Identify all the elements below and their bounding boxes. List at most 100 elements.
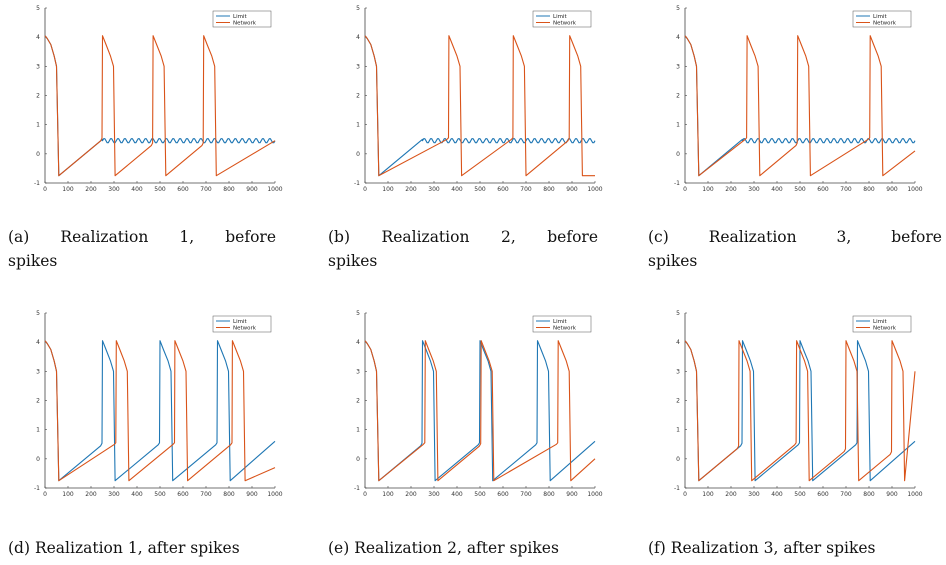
x-tick-label: 300 — [748, 491, 760, 498]
legend-label: Limit — [873, 14, 887, 20]
x-tick-label: 200 — [725, 491, 737, 498]
series-line-limit — [684, 35, 916, 177]
x-tick-label: 0 — [43, 186, 47, 193]
x-tick-label: 1000 — [267, 186, 282, 193]
caption-line2: spikes — [8, 252, 58, 270]
x-tick-label: 600 — [177, 491, 189, 498]
y-tick-label: 5 — [36, 310, 40, 317]
y-tick-label: 3 — [676, 368, 680, 375]
caption-word: Realization — [670, 539, 759, 557]
x-tick-label: 300 — [428, 491, 440, 498]
figure-panel-b: 0 100 200 300 400 500 600 700 800 900 1000 -1 0 1 2 3 4 5… — [320, 0, 620, 275]
y-tick-label: -1 — [34, 485, 40, 492]
y-tick-label: 3 — [676, 63, 680, 70]
x-tick-label: 300 — [748, 186, 760, 193]
y-tick-label: 4 — [676, 34, 680, 41]
caption-word: spikes — [826, 539, 876, 557]
caption-word: Realization — [60, 228, 149, 246]
legend-label: Limit — [233, 14, 247, 20]
x-tick-label: 100 — [382, 186, 394, 193]
x-tick-label: 900 — [886, 491, 898, 498]
x-tick-label: 100 — [702, 186, 714, 193]
y-tick-label: 5 — [36, 5, 40, 12]
x-tick-label: 900 — [246, 491, 258, 498]
y-tick-label: 2 — [356, 398, 360, 405]
legend-label: Limit — [873, 319, 887, 325]
y-tick-label: 1 — [36, 122, 40, 129]
x-tick-label: 1000 — [907, 491, 922, 498]
x-tick-label: 600 — [497, 186, 509, 193]
x-tick-label: 300 — [428, 186, 440, 193]
chart-a: 0 100 200 300 400 500 600 700 800 900 1000-1012345… — [34, 5, 283, 193]
x-tick-label: 200 — [725, 186, 737, 193]
x-tick-label: 1000 — [587, 491, 602, 498]
series-line-network — [44, 340, 276, 482]
x-tick-label: 600 — [497, 491, 509, 498]
x-tick-label: 1000 — [267, 491, 282, 498]
x-tick-label: 300 — [108, 186, 120, 193]
caption-line2: spikes — [328, 252, 378, 270]
x-tick-label: 600 — [817, 186, 829, 193]
x-tick-label: 0 — [683, 186, 687, 193]
x-tick-label: 0 — [363, 186, 367, 193]
x-tick-label: 100 — [62, 186, 74, 193]
figure-panel-d: 0 100 200 300 400 500 600 700 800 900 1000 -1 0 1 2 3 4 5… — [0, 305, 310, 565]
y-tick-label: 3 — [356, 63, 360, 70]
x-tick-label: 400 — [771, 491, 783, 498]
caption-label: (c) — [648, 228, 669, 246]
caption-word: Realization — [381, 228, 470, 246]
y-tick-label: 1 — [676, 122, 680, 129]
y-tick-label: 3 — [36, 368, 40, 375]
y-tick-label: 0 — [676, 151, 680, 158]
series-line-network — [684, 35, 916, 177]
y-tick-label: 4 — [356, 339, 360, 346]
y-tick-label: 4 — [676, 339, 680, 346]
x-tick-label: 700 — [840, 186, 852, 193]
chart-c: 0 100 200 300 400 500 600 700 800 900 1000-1012345… — [674, 5, 923, 193]
x-tick-label: 200 — [85, 186, 97, 193]
legend-label: Network — [873, 326, 897, 332]
x-tick-label: 900 — [566, 186, 578, 193]
legend-label: Network — [553, 326, 577, 332]
y-tick-label: -1 — [354, 180, 360, 187]
y-tick-label: -1 — [674, 180, 680, 187]
figure-panel-a: 0 100 200 300 400 500 600 700 800 900 1000 -1 0 1 2 3 4 5… — [0, 0, 300, 275]
legend-label: Limit — [233, 319, 247, 325]
y-tick-label: 0 — [356, 456, 360, 463]
chart-f: 0 100 200 300 400 500 600 700 800 900 1000-1012345… — [674, 310, 923, 498]
x-tick-label: 500 — [154, 491, 166, 498]
x-tick-label: 900 — [886, 186, 898, 193]
caption-word: 2, — [447, 539, 462, 557]
y-tick-label: 4 — [356, 34, 360, 41]
x-tick-label: 200 — [405, 186, 417, 193]
y-tick-label: 4 — [36, 339, 40, 346]
x-tick-label: 0 — [683, 491, 687, 498]
series-line-network — [364, 340, 596, 482]
caption-c: (c) Realization 3, before spikes — [648, 225, 942, 273]
x-tick-label: 100 — [382, 491, 394, 498]
x-tick-label: 800 — [863, 186, 875, 193]
x-tick-label: 400 — [771, 186, 783, 193]
caption-f: (f) Realization 3, after spikes — [648, 536, 875, 560]
caption-word: 2, — [500, 228, 516, 246]
caption-word: Realization — [354, 539, 443, 557]
figure-panel-c: 0 100 200 300 400 500 600 700 800 900 1000 -1 0 1 2 3 4 5… — [640, 0, 946, 275]
caption-word: after — [147, 539, 186, 557]
series-line-limit — [364, 340, 596, 482]
legend-label: Network — [553, 21, 577, 27]
caption-word: Realization — [708, 228, 797, 246]
x-tick-label: 100 — [62, 491, 74, 498]
figure-panel-e: 0 100 200 300 400 500 600 700 800 900 1000 -1 0 1 2 3 4 5… — [320, 305, 630, 565]
x-tick-label: 400 — [131, 491, 143, 498]
caption-label: (a) — [8, 228, 30, 246]
caption-word: 3, — [763, 539, 779, 557]
chart-b: 0 100 200 300 400 500 600 700 800 900 1000-1012345… — [354, 5, 603, 193]
x-tick-label: 800 — [223, 186, 235, 193]
y-tick-label: -1 — [34, 180, 40, 187]
x-tick-label: 1000 — [907, 186, 922, 193]
caption-line2: spikes — [648, 252, 698, 270]
caption-word: before — [225, 228, 276, 246]
y-tick-label: 1 — [356, 122, 360, 129]
y-tick-label: 2 — [36, 93, 40, 100]
y-tick-label: 5 — [676, 310, 680, 317]
